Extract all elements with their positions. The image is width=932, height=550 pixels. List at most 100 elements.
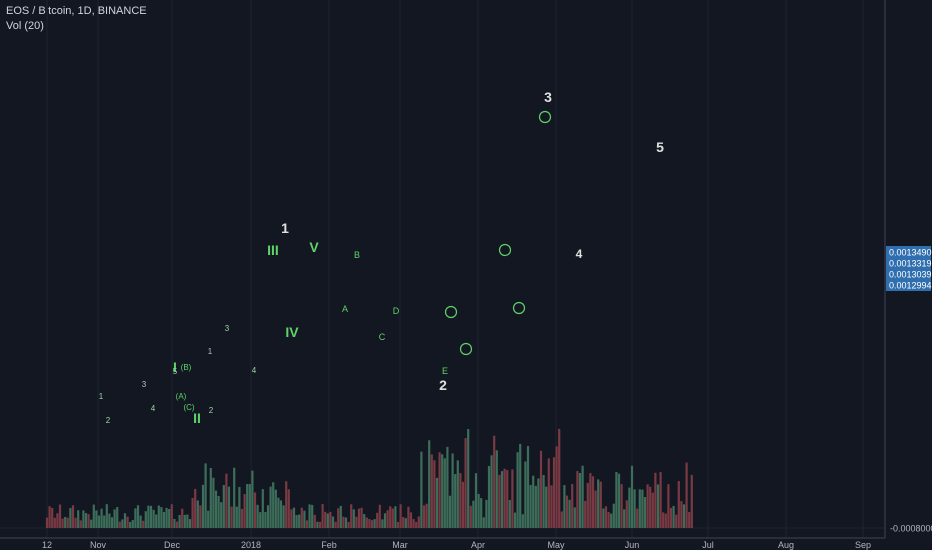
time-axis-tick-label: Dec bbox=[164, 540, 181, 550]
volume-bar bbox=[58, 504, 62, 528]
wave-label: 2 bbox=[106, 416, 111, 425]
wave-label: 5 bbox=[173, 367, 178, 376]
volume-bar bbox=[103, 515, 106, 528]
volume-bar bbox=[199, 505, 202, 528]
volume-bar bbox=[417, 516, 420, 528]
volume-bar bbox=[669, 507, 673, 528]
volume-bar bbox=[178, 514, 181, 528]
volume-bar bbox=[53, 517, 56, 528]
volume-bar bbox=[539, 450, 543, 528]
volume-bar bbox=[212, 477, 215, 528]
volume-bar bbox=[126, 516, 129, 528]
time-axis-tick-label: Apr bbox=[471, 540, 485, 550]
volume-bar bbox=[659, 472, 662, 528]
wave-label: E bbox=[442, 366, 448, 376]
volume-bar bbox=[84, 513, 88, 528]
volume-bar bbox=[298, 514, 301, 528]
volume-bar bbox=[264, 511, 267, 528]
volume-bar bbox=[191, 497, 194, 528]
volume-bar bbox=[344, 517, 348, 528]
volume-bar bbox=[160, 507, 163, 528]
volume-bar bbox=[656, 484, 660, 528]
volume-bar bbox=[248, 484, 251, 528]
volume-bar bbox=[591, 476, 595, 528]
volume-bar bbox=[435, 477, 439, 528]
volume-bar bbox=[381, 519, 384, 528]
volume-bar bbox=[454, 474, 457, 528]
volume-bar bbox=[482, 517, 485, 528]
volume-bar bbox=[370, 520, 374, 528]
volume-bar bbox=[230, 506, 233, 528]
volume-bar bbox=[196, 500, 199, 528]
volume-bar bbox=[274, 489, 277, 528]
volume-bar bbox=[207, 510, 210, 528]
volume-bar bbox=[87, 514, 90, 528]
volume-bar bbox=[116, 507, 119, 528]
volume-bar bbox=[227, 486, 231, 528]
volume-bar bbox=[487, 465, 491, 528]
volume-bar bbox=[162, 512, 166, 528]
volume-bar bbox=[532, 475, 535, 528]
volume-bar bbox=[363, 514, 366, 528]
wave-label: 3 bbox=[225, 324, 230, 333]
wave-label: 2 bbox=[209, 406, 214, 415]
wave-label: B bbox=[354, 250, 360, 260]
wave-label: V bbox=[309, 239, 319, 255]
time-axis-tick-label: 2018 bbox=[241, 540, 261, 550]
chart-title: EOS / Bitcoin, 1D, BINANCE bbox=[6, 5, 147, 17]
volume-bar bbox=[100, 508, 103, 528]
volume-bar bbox=[82, 510, 85, 528]
volume-bar bbox=[550, 485, 553, 528]
volume-bar bbox=[441, 454, 444, 528]
volume-bar bbox=[672, 505, 675, 528]
volume-bar bbox=[677, 481, 680, 528]
volume-bar bbox=[240, 508, 244, 528]
volume-bar bbox=[433, 460, 436, 528]
volume-bar bbox=[251, 470, 254, 528]
volume-bar bbox=[238, 486, 241, 528]
price-axis-tick-label: -0.0008000 bbox=[890, 524, 932, 534]
volume-bar bbox=[324, 511, 327, 528]
time-axis-tick-label: Sep bbox=[855, 540, 871, 550]
volume-bar bbox=[329, 511, 332, 528]
volume-bar bbox=[474, 473, 478, 528]
price-label-tag bbox=[886, 279, 931, 291]
volume-bar bbox=[77, 510, 80, 528]
volume-bar bbox=[521, 514, 524, 528]
volume-bar bbox=[485, 499, 488, 528]
volume-bar bbox=[581, 465, 584, 528]
wave-marker-circle bbox=[512, 301, 526, 315]
volume-bar bbox=[209, 467, 212, 528]
volume-bar bbox=[643, 497, 647, 528]
wave-label: (B) bbox=[181, 363, 192, 372]
volume-bar bbox=[394, 506, 397, 528]
volume-bar bbox=[279, 500, 283, 528]
volume-bar bbox=[430, 454, 433, 528]
volume-bar bbox=[365, 517, 368, 528]
volume-bar bbox=[451, 453, 454, 528]
volume-indicator-label[interactable]: Vol (20) bbox=[6, 20, 44, 32]
wave-label: 5 bbox=[656, 139, 664, 155]
volume-bar bbox=[563, 485, 566, 528]
price-axis: 0.00320000.00300000.00280000.00260000.00… bbox=[884, 0, 932, 538]
volume-bar bbox=[389, 506, 392, 528]
volume-bar bbox=[66, 517, 69, 528]
volume-bar bbox=[97, 515, 101, 528]
volume-bar bbox=[311, 504, 314, 528]
wave-label: 4 bbox=[252, 366, 257, 375]
wave-label: 3 bbox=[544, 89, 552, 105]
volume-bar bbox=[186, 514, 189, 528]
price-label-text: 0.0013039 bbox=[889, 270, 932, 280]
volume-bar bbox=[649, 486, 652, 528]
volume-bar bbox=[105, 504, 108, 528]
wave-label: IV bbox=[285, 324, 299, 340]
volume-bar bbox=[378, 504, 381, 528]
volume-bar bbox=[555, 446, 558, 528]
volume-bar bbox=[131, 520, 134, 528]
volume-bar bbox=[573, 507, 576, 528]
volume-bar bbox=[285, 481, 288, 528]
volume-bar bbox=[74, 517, 77, 528]
volume-bar bbox=[261, 489, 264, 528]
